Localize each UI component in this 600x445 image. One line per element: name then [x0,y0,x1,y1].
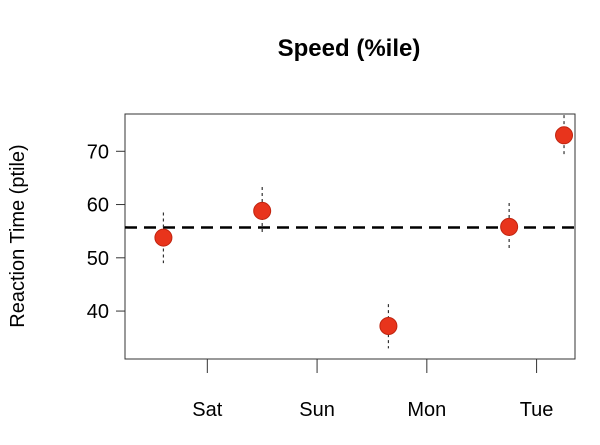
x-tick-label: Sun [299,399,335,421]
points-layer [154,115,574,349]
chart-title: Speed (%ile) [278,35,421,62]
y-tick-label: 60 [87,195,109,217]
y-tick-label: 50 [87,248,109,270]
x-tick-label: Tue [520,399,554,421]
point-marker [154,228,173,247]
data-point [500,202,519,251]
y-axis: 40 50 60 70 [87,141,125,323]
x-tick-label: Sat [192,399,222,421]
y-tick-label: 70 [87,141,109,163]
y-axis-label: Reaction Time (ptile) [7,144,29,327]
data-point [154,212,173,264]
x-axis: Sat Sun Mon Tue [192,359,553,421]
point-marker [500,217,519,236]
point-marker [379,316,398,335]
point-marker [253,201,272,220]
data-point [253,186,272,235]
y-tick-label: 40 [87,301,109,323]
x-tick-label: Mon [407,399,446,421]
data-point [555,115,574,157]
point-marker [555,126,574,145]
plot-frame [124,113,576,360]
data-point [379,304,398,349]
